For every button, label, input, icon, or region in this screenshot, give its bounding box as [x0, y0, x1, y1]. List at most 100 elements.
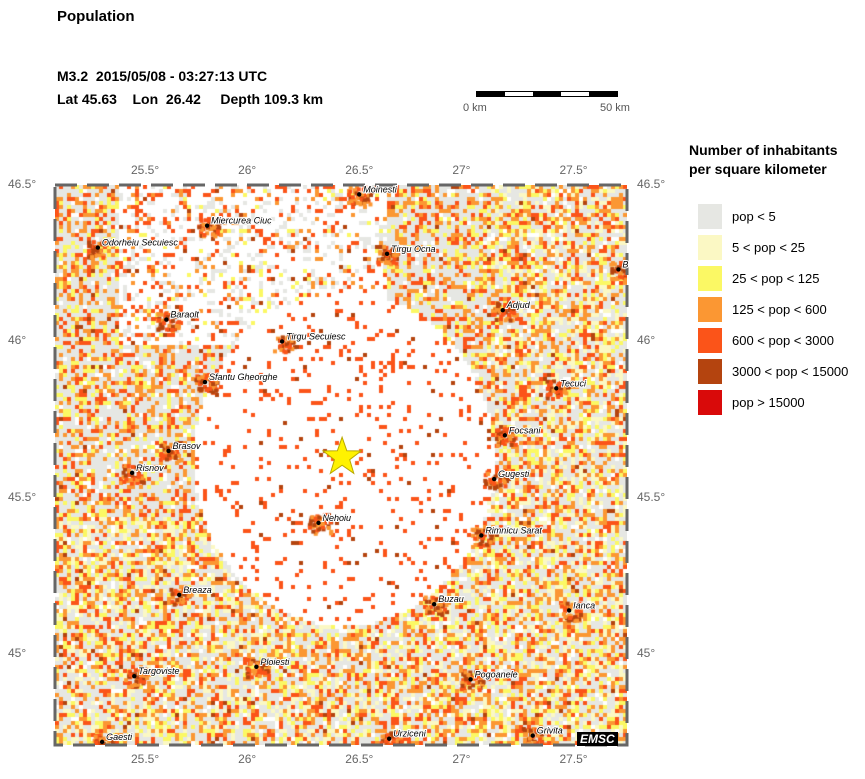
lon-tick-label: 26°	[238, 752, 257, 766]
city-marker	[384, 251, 390, 257]
city-marker	[254, 664, 259, 669]
city-label: Baraolt	[170, 310, 199, 320]
event-info-line2: Lat 45.63 Lon 26.42 Depth 109.3 km	[57, 91, 324, 107]
city-label: Odorheiu Secuiesc	[102, 238, 179, 248]
city-marker	[357, 192, 362, 197]
lon-tick-label: 27.5°	[559, 163, 588, 177]
city-label: Grivita	[537, 726, 563, 736]
city-label: Gugesti	[498, 469, 530, 479]
legend-swatch	[698, 327, 722, 353]
city-marker	[202, 379, 208, 385]
city-marker	[95, 245, 101, 250]
city-marker	[166, 448, 171, 454]
map-frame	[53, 183, 629, 747]
city-marker	[132, 673, 137, 679]
legend-swatch	[698, 389, 722, 415]
city-marker	[177, 592, 182, 598]
legend-swatch	[698, 265, 722, 291]
lat-tick-label: 46.5°	[637, 177, 666, 191]
lat-tick-label: 46°	[637, 333, 656, 348]
event-info-line1: M3.2 2015/05/08 - 03:27:13 UTC	[57, 68, 268, 84]
city-marker	[491, 476, 497, 482]
legend-item: 600 < pop < 3000	[698, 327, 834, 353]
epicenter-star-icon	[321, 435, 363, 475]
emsc-watermark: EMSC	[577, 732, 618, 746]
city-label: Nehoiu	[323, 513, 352, 523]
lat-tick-label: 45.5°	[8, 489, 37, 504]
city-marker	[468, 677, 473, 682]
legend-label: 125 < pop < 600	[732, 301, 827, 317]
lon-tick-label: 25.5°	[130, 163, 160, 177]
scale-start-label: 0 km	[463, 102, 487, 114]
scale-end-label: 50 km	[600, 102, 630, 114]
lat-tick-label: 45°	[8, 646, 27, 661]
city-label: Sfantu Gheorghe	[209, 372, 278, 382]
city-label: Ploiesti	[260, 657, 290, 667]
legend-item: 3000 < pop < 15000	[698, 358, 848, 384]
lon-tick-label: 26.5°	[345, 752, 374, 766]
city-marker	[554, 386, 559, 391]
lon-tick-label: 27.5°	[559, 752, 588, 766]
city-marker	[279, 339, 285, 344]
city-label: Tirgu Ocna	[391, 244, 435, 254]
legend-item: 25 < pop < 125	[698, 265, 819, 291]
city-marker	[129, 470, 135, 476]
lat-tick-label: 45°	[637, 646, 656, 661]
scale-bar	[476, 91, 618, 97]
legend-item: pop < 5	[698, 203, 776, 229]
city-label: Urziceni	[393, 729, 427, 739]
city-label: Brasov	[173, 441, 202, 451]
legend-label: pop > 15000	[732, 394, 805, 410]
legend-label: 600 < pop < 3000	[732, 332, 834, 348]
legend-title: Number of inhabitants per square kilomet…	[689, 141, 838, 179]
city-label: Focsani	[509, 425, 542, 435]
city-label: Breaza	[183, 585, 212, 595]
city-marker	[500, 307, 505, 313]
legend-item: 125 < pop < 600	[698, 296, 827, 322]
legend-swatch	[698, 234, 722, 260]
city-marker	[616, 267, 621, 272]
city-marker	[479, 533, 484, 538]
lon-tick-label: 27°	[452, 163, 471, 177]
legend-label: pop < 5	[732, 208, 776, 224]
lon-tick-label: 27°	[452, 752, 471, 766]
city-label: Risnov	[136, 463, 164, 473]
legend-label: 3000 < pop < 15000	[732, 363, 849, 379]
lon-tick-label: 26°	[238, 163, 257, 177]
lat-tick-label: 46.5°	[8, 177, 37, 191]
legend-label: 25 < pop < 125	[732, 270, 820, 286]
lon-tick-label: 25.5°	[130, 752, 160, 766]
legend-item: 5 < pop < 25	[698, 234, 805, 260]
legend-title-line1: Number of inhabitants	[689, 142, 838, 158]
city-label: Ianca	[573, 600, 595, 610]
city-label: Tirgu Secuiesc	[286, 331, 346, 341]
city-marker	[164, 317, 169, 322]
city-label: Pogoanele	[475, 669, 518, 679]
city-marker	[316, 520, 321, 526]
city-marker	[387, 736, 392, 741]
legend-swatch	[698, 358, 722, 384]
city-label: Rimnicu Sarat	[485, 525, 542, 535]
legend-swatch	[698, 296, 722, 322]
map-title: Population	[57, 8, 135, 25]
city-marker	[502, 433, 508, 438]
city-marker	[204, 223, 210, 228]
legend-item: pop > 15000	[698, 389, 805, 415]
legend-swatch	[698, 203, 722, 229]
city-label: Gaesti	[106, 732, 133, 742]
city-label: Adjud	[506, 300, 531, 310]
lat-tick-label: 46°	[8, 333, 27, 348]
lat-tick-label: 45.5°	[637, 489, 666, 504]
city-label: Tecuci	[560, 378, 587, 388]
city-label: Buzau	[438, 594, 464, 604]
city-marker	[530, 733, 535, 738]
lon-tick-label: 26.5°	[345, 163, 374, 177]
city-label: Targoviste	[138, 666, 179, 676]
legend-title-line2: per square kilometer	[689, 161, 827, 177]
city-label: Miercurea Ciuc	[211, 216, 272, 226]
city-marker	[99, 739, 105, 745]
city-label: Moinesti	[363, 184, 398, 194]
legend-label: 5 < pop < 25	[732, 239, 806, 255]
city-label: B	[622, 259, 628, 269]
